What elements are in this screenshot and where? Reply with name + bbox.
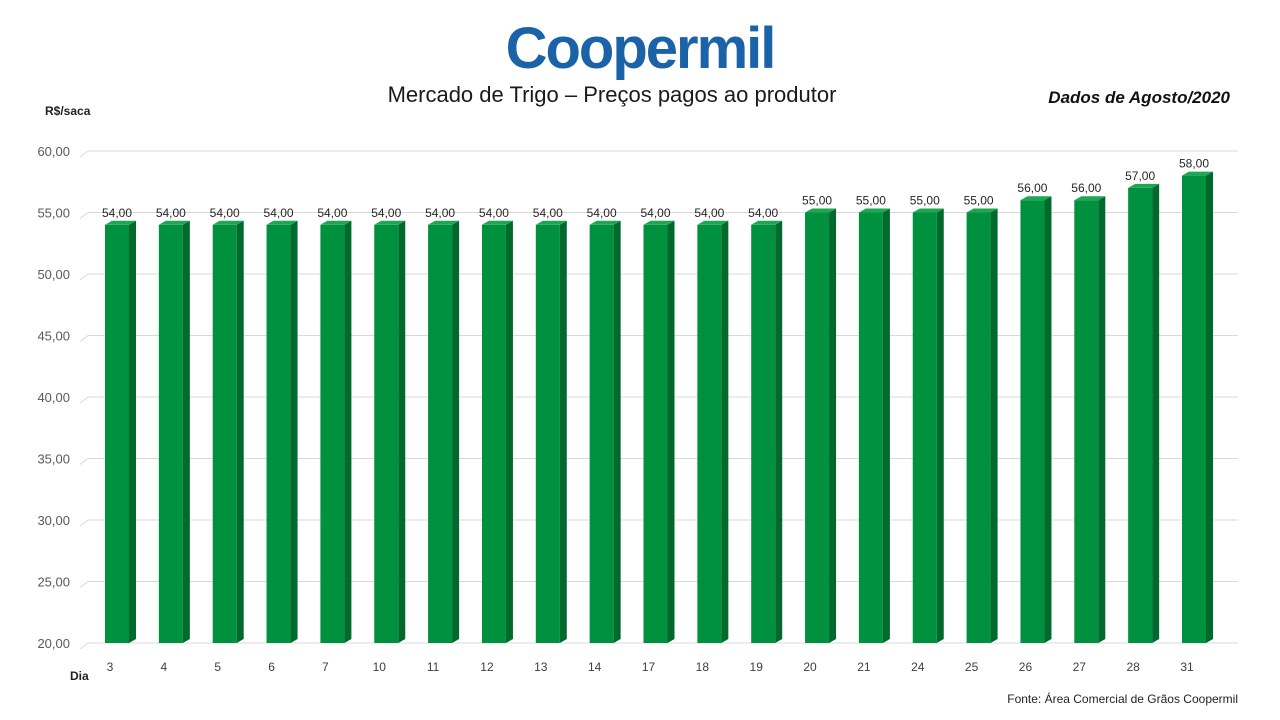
y-tick-label: 50,00 (37, 267, 70, 282)
gridline-depth (79, 642, 89, 650)
x-tick-label: 28 (1126, 660, 1140, 674)
y-axis-ticks: 20,00 25,00 30,00 35,00 40,00 45,00 50,00 55,00… (37, 144, 70, 651)
bar (212, 220, 244, 644)
data-label: 54,00 (694, 206, 724, 220)
gridline-depth (79, 150, 89, 158)
y-tick-label: 55,00 (37, 206, 70, 221)
period-label: Dados de Agosto/2020 (1048, 88, 1230, 107)
x-tick-label: 3 (107, 660, 114, 674)
data-label: 54,00 (156, 206, 186, 220)
bar (751, 220, 783, 644)
bar (966, 208, 998, 643)
data-label: 54,00 (371, 206, 401, 220)
bar (428, 220, 460, 644)
bar (912, 208, 944, 643)
gridline-depth (79, 581, 89, 588)
data-label: 55,00 (910, 194, 940, 208)
data-label: 54,00 (587, 206, 617, 220)
data-label: 55,00 (802, 194, 832, 208)
data-label: 58,00 (1179, 157, 1209, 171)
bar (105, 220, 136, 644)
x-tick-label: 11 (427, 660, 440, 674)
x-tick-label: 10 (373, 660, 387, 674)
x-tick-label: 19 (750, 660, 764, 674)
data-label: 54,00 (264, 206, 294, 220)
x-tick-label: 25 (965, 660, 979, 674)
data-label: 54,00 (317, 206, 347, 220)
data-label: 54,00 (479, 206, 509, 220)
gridline-depth (79, 335, 89, 342)
bar (805, 208, 837, 643)
y-tick-label: 20,00 (37, 636, 70, 651)
y-tick-label: 40,00 (37, 390, 70, 405)
bar (320, 220, 352, 644)
bar (374, 220, 406, 644)
data-label: 54,00 (640, 206, 670, 220)
x-tick-label: 31 (1180, 660, 1194, 674)
x-tick-label: 20 (803, 660, 817, 674)
bar (266, 220, 298, 644)
bar (1128, 183, 1160, 643)
data-label: 56,00 (1071, 181, 1101, 195)
x-tick-label: 17 (642, 660, 656, 674)
y-tick-label: 45,00 (37, 329, 70, 344)
gridline-depth (79, 458, 89, 465)
data-label: 54,00 (533, 206, 563, 220)
gridline-depth (79, 273, 89, 281)
x-tick-label: 21 (857, 660, 871, 674)
bar (1020, 196, 1052, 643)
y-tick-label: 35,00 (37, 452, 70, 467)
x-tick-label: 12 (480, 660, 494, 674)
bar (589, 220, 621, 644)
source-note: Fonte: Área Comercial de Grãos Coopermil (1007, 692, 1238, 706)
data-label: 54,00 (102, 206, 132, 220)
x-tick-label: 18 (696, 660, 710, 674)
bar (697, 220, 729, 644)
data-label: 57,00 (1125, 169, 1155, 183)
gridline-depth (79, 396, 89, 404)
y-tick-label: 60,00 (37, 144, 70, 159)
x-tick-label: 5 (214, 660, 221, 674)
x-tick-label: 27 (1073, 660, 1087, 674)
bar (481, 220, 513, 644)
data-label: 55,00 (856, 194, 886, 208)
chart-title: Mercado de Trigo – Preços pagos ao produ… (387, 82, 837, 107)
x-axis-ticks: 3 4 5 6 7 10 11 12 13 14 17 18 19 20 21 24 25 26 27 28 31 (107, 660, 1194, 674)
x-tick-label: 14 (588, 660, 602, 674)
coopermil-logo: Coopermil (505, 16, 777, 81)
data-label: 54,00 (425, 206, 455, 220)
data-labels: 54,00 54,00 54,00 54,00 54,00 54,00 54,00 54,00… (102, 157, 1209, 220)
x-tick-label: 6 (268, 660, 275, 674)
y-axis-label: R$/saca (45, 104, 91, 118)
data-label: 55,00 (964, 194, 994, 208)
bar (535, 220, 567, 644)
data-label: 56,00 (1017, 181, 1047, 195)
bars (105, 171, 1213, 644)
x-tick-label: 24 (911, 660, 925, 674)
x-tick-label: 4 (161, 660, 168, 674)
y-tick-label: 30,00 (37, 513, 70, 528)
x-axis-label: Dia (70, 669, 89, 683)
x-tick-label: 26 (1019, 660, 1033, 674)
bar (1074, 196, 1106, 643)
x-tick-label: 7 (322, 660, 329, 674)
data-label: 54,00 (748, 206, 778, 220)
gridline-depth (79, 519, 89, 527)
bar (158, 220, 190, 644)
data-label: 54,00 (210, 206, 240, 220)
bar (1182, 171, 1213, 643)
y-tick-label: 25,00 (37, 575, 70, 590)
bar (858, 208, 890, 643)
x-tick-label: 13 (534, 660, 548, 674)
bar (643, 220, 675, 644)
gridline-depth (79, 212, 89, 219)
